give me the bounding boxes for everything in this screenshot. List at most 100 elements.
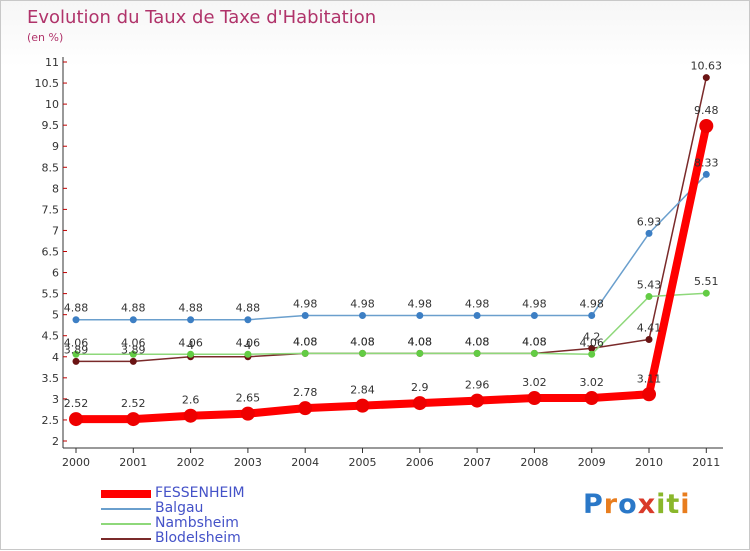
data-point: [527, 391, 542, 406]
data-label: 5.43: [637, 279, 662, 292]
data-label: 4.08: [293, 335, 318, 348]
data-label: 2.9: [411, 381, 429, 394]
y-tick-label: 6: [52, 267, 59, 280]
y-tick-label: 10: [45, 98, 59, 111]
data-label: 3.02: [579, 376, 604, 389]
data-point: [244, 316, 252, 324]
legend-item: Nambsheim: [101, 515, 361, 531]
y-tick-label: 10.5: [35, 77, 60, 90]
data-label: 4.06: [178, 336, 203, 349]
data-label: 2.84: [350, 384, 375, 397]
data-point: [72, 316, 80, 324]
logo-letter: r: [603, 489, 619, 520]
data-point: [699, 119, 714, 134]
legend-label: FESSENHEIM: [155, 485, 245, 501]
data-label: 4.88: [64, 302, 89, 315]
x-tick-label: 2009: [578, 456, 606, 469]
data-label: 2.52: [121, 397, 146, 410]
data-label: 2.96: [465, 379, 490, 392]
y-tick-label: 4: [52, 351, 59, 364]
logo-letter: i: [656, 489, 667, 520]
logo-letter: i: [680, 489, 691, 520]
data-label: 2.6: [182, 394, 200, 407]
data-label: 4.98: [293, 298, 318, 311]
data-point: [584, 391, 599, 406]
data-label: 2.65: [236, 392, 261, 405]
data-label: 4.98: [350, 298, 375, 311]
y-tick-label: 6.5: [42, 246, 60, 259]
data-label: 4.98: [579, 298, 604, 311]
legend-label: Nambsheim: [155, 515, 239, 531]
x-tick-label: 2004: [291, 456, 319, 469]
series-line: [72, 122, 711, 424]
data-label: 3.89: [121, 343, 146, 356]
data-point: [355, 398, 370, 413]
series-fessenheim: [69, 119, 714, 427]
y-tick-label: 11: [45, 56, 59, 69]
data-label: 4.88: [121, 302, 146, 315]
data-label: 3.89: [64, 343, 89, 356]
legend-item: Blodelsheim: [101, 530, 361, 546]
data-label: 4.06: [121, 336, 146, 349]
series-balgau: [72, 170, 710, 324]
data-label: 4.2: [583, 330, 601, 343]
data-point: [702, 289, 710, 297]
data-label: 10.63: [691, 60, 723, 73]
data-label: 9.48: [694, 104, 719, 117]
data-label: 4.98: [522, 298, 547, 311]
data-point: [359, 312, 366, 320]
data-point: [129, 357, 137, 365]
data-point: [183, 408, 198, 423]
series-nambsheim: [72, 289, 710, 358]
data-point: [240, 406, 255, 421]
y-tick-label: 9: [52, 140, 59, 153]
y-tick-label: 2.5: [42, 414, 60, 427]
data-point: [470, 393, 485, 408]
y-tick-label: 7: [52, 224, 59, 237]
data-label: 4.08: [522, 335, 547, 348]
logo-letter: x: [637, 489, 657, 520]
data-point: [645, 229, 653, 237]
data-label: 5.51: [694, 275, 719, 288]
data-point: [530, 349, 538, 357]
data-point: [588, 350, 596, 358]
data-label: 4.88: [178, 302, 203, 315]
data-label: 4.08: [293, 335, 318, 348]
y-tick-label: 9.5: [42, 119, 60, 132]
legend-swatch: [101, 538, 151, 540]
data-label: 4.41: [637, 322, 662, 335]
data-label: 4.06: [236, 336, 261, 349]
data-label: 2.52: [64, 397, 89, 410]
x-tick-label: 2010: [635, 456, 663, 469]
x-tick-label: 2002: [177, 456, 205, 469]
y-tick-label: 2: [52, 435, 59, 448]
y-tick-label: 8.5: [42, 161, 60, 174]
data-label: 6.93: [637, 215, 662, 228]
data-label: 4.08: [350, 335, 375, 348]
legend-swatch: [101, 490, 151, 498]
data-point: [359, 349, 366, 357]
legend-item: FESSENHEIM: [101, 485, 361, 501]
x-tick-label: 2006: [406, 456, 434, 469]
y-tick-label: 3: [52, 393, 59, 406]
legend-label: Balgau: [155, 500, 204, 516]
data-point: [645, 293, 653, 301]
legend-label: Blodelsheim: [155, 530, 241, 546]
data-label: 3.02: [522, 376, 547, 389]
data-point: [69, 412, 83, 427]
data-label: 8.33: [694, 156, 719, 169]
y-tick-label: 7.5: [42, 203, 60, 216]
data-point: [129, 316, 137, 324]
data-point: [702, 74, 710, 82]
data-point: [416, 312, 424, 320]
y-tick-label: 8: [52, 182, 59, 195]
chart-title: Evolution du Taux de Taxe d'Habitation: [27, 7, 377, 28]
x-tick-label: 2005: [349, 456, 377, 469]
data-point: [642, 387, 656, 402]
series-line: [75, 292, 708, 356]
chart-legend: FESSENHEIM Balgau Nambsheim Blodelsheim: [101, 485, 361, 546]
data-point: [473, 349, 481, 357]
data-point: [187, 350, 195, 358]
logo-letter: t: [666, 489, 681, 520]
